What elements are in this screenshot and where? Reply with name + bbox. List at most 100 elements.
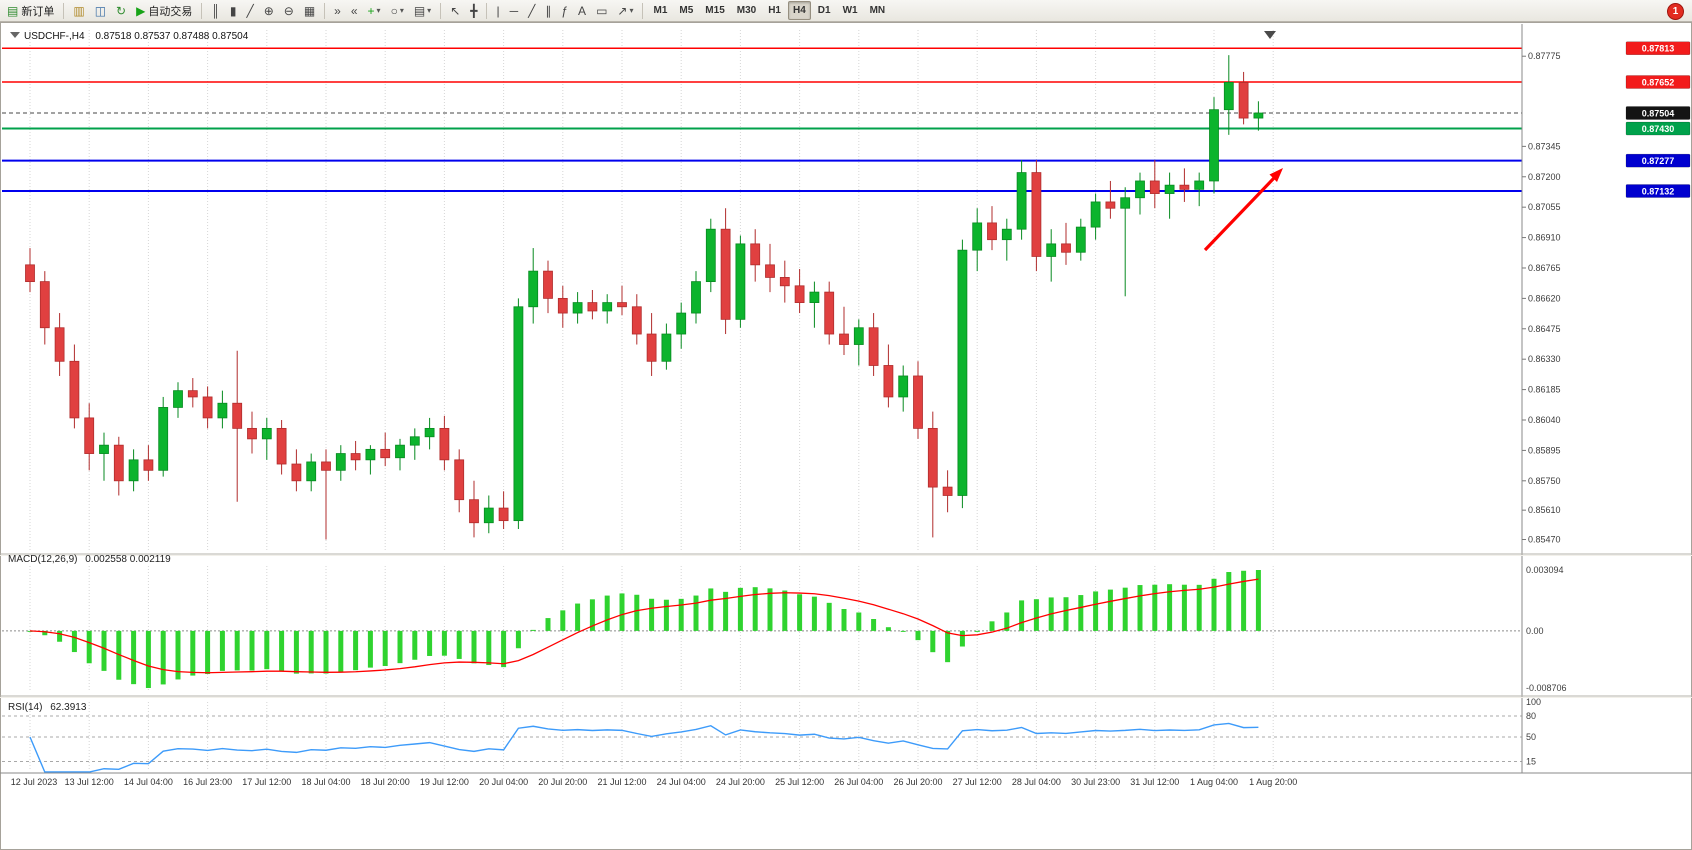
fibonacci-button[interactable]: ƒ — [557, 1, 572, 21]
candle-body — [853, 327, 864, 345]
text-button[interactable]: A — [574, 1, 590, 21]
new-order-button[interactable]: ▤ 新订单 — [3, 1, 58, 21]
macd-histogram-bar — [205, 630, 211, 675]
candle — [39, 271, 50, 345]
zoom-in-button[interactable]: ⊕ — [260, 1, 278, 21]
candle — [25, 248, 35, 293]
candle-body — [765, 264, 775, 278]
macd-histogram-bar — [782, 590, 788, 631]
candle-body — [1120, 197, 1131, 209]
y-axis-tick-label: 0.85750 — [1528, 476, 1561, 486]
macd-histogram-bar — [1033, 599, 1039, 631]
cursor-button[interactable]: ↖ — [446, 1, 464, 21]
candle-body — [794, 285, 805, 303]
autotrading-button[interactable]: ▶ 自动交易 — [132, 1, 196, 21]
svg-text:0.87430: 0.87430 — [1642, 124, 1675, 134]
candle — [691, 271, 701, 324]
candle-body — [365, 448, 376, 461]
timeframe-d1-button[interactable]: D1 — [817, 5, 831, 16]
timeframe-mn-button[interactable]: MN — [869, 5, 886, 16]
x-axis-label: 24 Jul 04:00 — [657, 777, 706, 787]
auto-scroll-button[interactable]: » — [330, 1, 345, 21]
arrow-tool-button[interactable]: ↗ ▾ — [613, 1, 637, 21]
timeframe-m15-button[interactable]: M15 — [705, 5, 725, 16]
macd-histogram-bar — [441, 630, 447, 656]
macd-histogram-bar — [1078, 595, 1084, 631]
candle — [631, 294, 642, 345]
timeframe-m5-button[interactable]: M5 — [679, 5, 694, 16]
macd-histogram-bar — [86, 630, 92, 664]
candle-body — [54, 327, 65, 362]
vertical-line-button[interactable]: | — [492, 1, 503, 21]
candle-body — [927, 427, 938, 488]
candle-body — [750, 243, 761, 266]
chart-menu-icon[interactable] — [10, 32, 20, 38]
channel-button[interactable]: ∥ — [541, 1, 555, 21]
timeframe-m1-button[interactable]: M1 — [653, 5, 668, 16]
macd-histogram-bar — [279, 630, 285, 672]
chart-shift-button[interactable]: « — [347, 1, 362, 21]
svg-text:100: 100 — [1526, 697, 1541, 707]
chevron-down-icon: ▾ — [629, 6, 634, 15]
macd-histogram-bar — [915, 630, 921, 641]
macd-histogram-bar — [131, 630, 137, 685]
candle — [1016, 160, 1027, 240]
candle-body — [543, 270, 553, 299]
macd-histogram-bar — [811, 596, 817, 631]
price-axis[interactable]: 0.87775 0.87345 0.87200 0.87055 0.86910 0.867… — [1521, 24, 1691, 773]
label-button[interactable]: ▭ — [592, 1, 611, 21]
timeframe-h1-button[interactable]: H1 — [768, 5, 781, 16]
templates-button[interactable]: ▤ ▾ — [410, 1, 435, 21]
candle-body — [1253, 112, 1264, 119]
macd-histogram-bar — [826, 602, 832, 631]
notification-badge[interactable]: 1 — [1667, 3, 1684, 20]
crosshair-button[interactable]: ╋ — [466, 1, 481, 21]
line-chart-icon: ╱ — [246, 3, 254, 18]
candle — [779, 260, 790, 303]
candle-body — [617, 302, 627, 308]
time-axis[interactable]: 12 Jul 2023 13 Jul 12:00 14 Jul 04:00 16 Ju… — [11, 777, 1297, 787]
candle-body — [1209, 109, 1219, 182]
macd-signal-line — [29, 578, 1259, 674]
candle-body — [528, 270, 539, 308]
channel-icon: ∥ — [545, 3, 552, 18]
chart-shift-icon: « — [350, 3, 358, 18]
macd-histogram-bar — [871, 619, 877, 631]
candle — [957, 239, 968, 509]
timeframe-h4-button[interactable]: H4 — [788, 1, 811, 20]
rsi-pane: 100 80 50 15 — [2, 697, 1541, 773]
candle-body — [883, 365, 894, 398]
timeframe-m30-button[interactable]: M30 — [736, 5, 757, 16]
arrow-annotation[interactable] — [1203, 168, 1283, 252]
candle-body — [1179, 184, 1190, 190]
ohlc-values: 0.87518 0.87537 0.87488 0.87504 — [95, 31, 248, 42]
chart-shift-marker[interactable] — [1264, 31, 1276, 39]
bar-chart-icon: ║ — [211, 3, 220, 18]
candle-body — [25, 264, 35, 283]
line-chart-button[interactable]: ╱ — [242, 1, 257, 21]
candle-body — [646, 333, 657, 362]
periods-button[interactable]: ○ ▾ — [387, 1, 408, 21]
svg-text:0.87277: 0.87277 — [1642, 156, 1675, 166]
candle — [1209, 97, 1219, 194]
charts-window-button[interactable]: ▥ — [69, 1, 88, 21]
candle — [498, 491, 509, 530]
trendline-button[interactable]: ╱ — [524, 1, 539, 21]
profile-button[interactable]: ◫ — [91, 1, 110, 21]
candle — [661, 323, 672, 370]
candlestick-chart-button[interactable]: ▮ — [226, 1, 241, 21]
candle — [587, 290, 598, 320]
indicators-button[interactable]: + ▾ — [364, 1, 385, 21]
tile-windows-button[interactable]: ▦ — [300, 1, 319, 21]
refresh-button[interactable]: ↻ — [112, 1, 130, 21]
svg-text:0.87813: 0.87813 — [1642, 44, 1675, 54]
macd-histogram-bar — [471, 630, 477, 664]
bar-chart-button[interactable]: ║ — [207, 1, 224, 21]
macd-histogram-bar — [1019, 600, 1025, 631]
horizontal-line-button[interactable]: ─ — [506, 1, 523, 21]
zoom-out-button[interactable]: ⊖ — [280, 1, 298, 21]
timeframe-w1-button[interactable]: W1 — [842, 5, 858, 16]
y-axis-tick-label: 0.85610 — [1528, 505, 1561, 515]
x-axis-label: 16 Jul 23:00 — [183, 777, 232, 787]
